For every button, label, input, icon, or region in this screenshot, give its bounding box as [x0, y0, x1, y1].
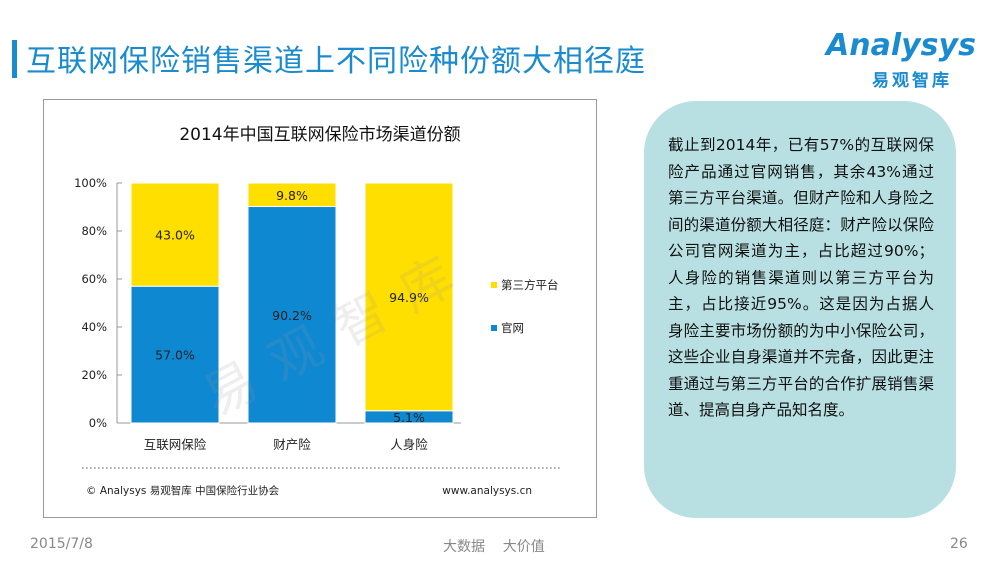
data-label: 43.0% [155, 228, 195, 243]
bar-official [130, 285, 220, 424]
legend-label: 第三方平台 [501, 278, 559, 292]
chart-frame: 2014年中国互联网保险市场渠道份额 0% 20% 40% 60% 80% 100% 57.0… [43, 99, 597, 518]
bar-third-party [247, 182, 337, 208]
analysys-logo: Analysys 易观智库 [826, 28, 976, 91]
legend-swatch [491, 325, 497, 331]
note-box [644, 101, 956, 518]
y-tick-label: 80% [81, 224, 107, 238]
footer-slogan: 大数据 大价值 [443, 539, 545, 555]
bar-third-party [130, 182, 220, 287]
x-tick-label: 人身险 [390, 437, 428, 452]
y-tick-label: 20% [81, 368, 107, 382]
bar-third-party [364, 182, 454, 412]
logo-wordmark: Analysys [826, 28, 976, 63]
stacked-bar-chart: 2014年中国互联网保险市场渠道份额 0% 20% 40% 60% 80% 100% 57.0… [74, 125, 562, 497]
footer-date: 2015/7/8 [30, 536, 93, 552]
source-right: www.analysys.cn [442, 485, 532, 497]
y-tick-label: 100% [74, 176, 107, 190]
logo-chinese: 易观智库 [872, 71, 952, 91]
x-tick-label: 财产险 [273, 437, 311, 452]
note-text: 截止到2014年，已有57%的互联网保险产品通过官网销售，其余43%通过第三方平… [668, 136, 934, 419]
chart-title: 2014年中国互联网保险市场渠道份额 [179, 125, 460, 145]
x-tick-label: 互联网保险 [144, 437, 207, 452]
data-label: 9.8% [276, 188, 308, 203]
y-tick-label: 60% [81, 272, 107, 286]
data-label: 57.0% [155, 348, 195, 363]
y-tick-label: 40% [81, 320, 107, 334]
legend-label: 官网 [501, 321, 524, 335]
page-number: 26 [950, 536, 968, 552]
bar-official [247, 206, 337, 424]
data-label: 94.9% [389, 290, 429, 305]
data-label: 5.1% [393, 410, 425, 425]
source-left: © Analysys 易观智库 中国保险行业协会 [86, 484, 280, 497]
page-title: 互联网保险销售渠道上不同险种份额大相径庭 [26, 44, 646, 79]
data-label: 90.2% [272, 308, 312, 323]
title-accent-bar [12, 40, 17, 78]
legend-swatch [491, 282, 497, 288]
y-tick-label: 0% [89, 416, 107, 430]
